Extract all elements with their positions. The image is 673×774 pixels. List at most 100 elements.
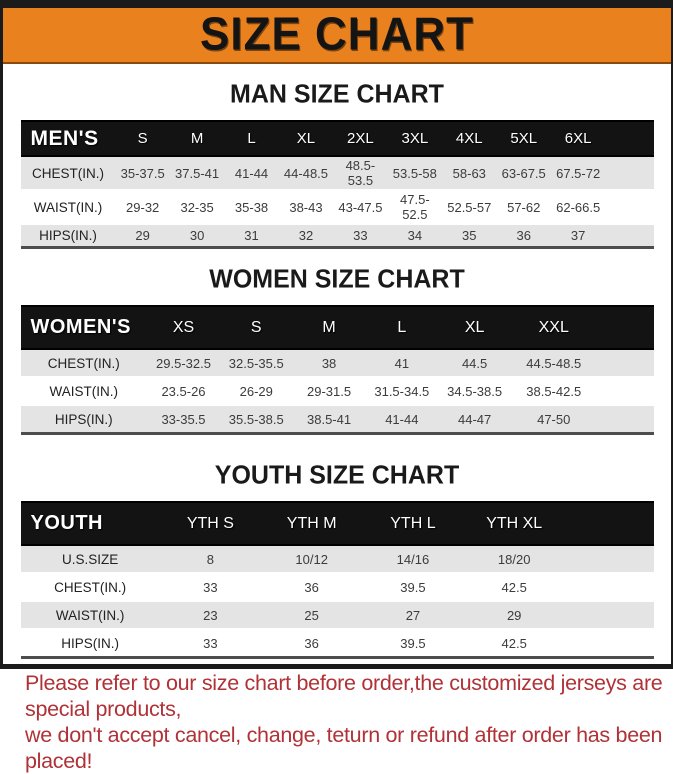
- table-row: WAIST(IN.) 23.5-26 26-29 29-31.5 31.5-34.5 34…: [20, 376, 654, 405]
- filler-cell: [564, 572, 654, 601]
- measurement-cell: 31.5-34.5: [365, 376, 439, 405]
- table-row: CHEST(IN.) 35-37.5 37.5-41 41-44 44-48.5 48.5…: [20, 155, 654, 190]
- measurement-cell: 23.5-26: [147, 376, 220, 405]
- measurement-cell: 29: [115, 223, 170, 249]
- measurement-cell: 8: [159, 544, 262, 573]
- measurement-cell: 38: [292, 348, 366, 377]
- size-column-header: YTH S: [159, 501, 262, 546]
- measurement-cell: 35-38: [224, 189, 279, 224]
- measurement-cell: 57-62: [496, 189, 551, 224]
- header-row: WOMEN'S XS S M L XL XXL: [20, 305, 654, 350]
- row-label: CHEST(IN.): [20, 155, 116, 190]
- women-table-body: CHEST(IN.) 29.5-32.5 32.5-35.5 38 41 44.5 44.5…: [20, 348, 654, 435]
- filler-cell: [596, 348, 654, 377]
- filler-cell: [605, 155, 654, 190]
- measurement-cell: 44.5: [438, 348, 511, 377]
- row-label: U.S.SIZE: [20, 544, 160, 573]
- measurement-cell: 25: [261, 600, 363, 629]
- size-column-header: 6XL: [550, 120, 606, 157]
- measurement-cell: 62-66.5: [550, 189, 606, 224]
- header-row: MEN'S S M L XL 2XL 3XL 4XL 5XL 6XL: [20, 120, 654, 157]
- header-row: YOUTH YTH S YTH M YTH L YTH XL: [20, 501, 654, 546]
- measurement-cell: 47.5-52.5: [387, 189, 443, 224]
- measurement-cell: 36: [261, 628, 363, 659]
- table-row: U.S.SIZE 8 10/12 14/16 18/20: [20, 544, 654, 573]
- measurement-cell: 23: [159, 600, 262, 629]
- measurement-cell: 37.5-41: [169, 155, 225, 190]
- row-label: WAIST(IN.): [20, 376, 148, 405]
- row-label: WAIST(IN.): [20, 189, 116, 224]
- measurement-cell: 42.5: [463, 628, 565, 659]
- measurement-cell: 34.5-38.5: [438, 376, 511, 405]
- size-column-header: 3XL: [387, 120, 443, 157]
- table-row: WAIST(IN.) 29-32 32-35 35-38 38-43 43-47.5 47.…: [20, 189, 654, 224]
- measurement-cell: 29: [463, 600, 565, 629]
- page-title: SIZE CHART: [200, 8, 474, 61]
- size-chart-banner: SIZE CHART: [3, 8, 671, 64]
- size-column-header: YTH XL: [463, 501, 565, 546]
- table-row: HIPS(IN.) 33 36 39.5 42.5: [20, 628, 654, 659]
- disclaimer-line-1: Please refer to our size chart before or…: [25, 671, 663, 721]
- size-column-header: S: [219, 305, 293, 350]
- measurement-cell: 26-29: [219, 376, 293, 405]
- measurement-cell: 38.5-41: [292, 404, 366, 435]
- table-title-cell: YOUTH: [20, 501, 160, 546]
- women-size-table: WOMEN'S XS S M L XL XXL CHEST(IN.) 29.5-32.5 32.…: [20, 305, 654, 435]
- row-label: HIPS(IN.): [20, 404, 148, 435]
- measurement-cell: 42.5: [463, 572, 565, 601]
- youth-size-table: YOUTH YTH S YTH M YTH L YTH XL U.S.SIZE 8 10/1…: [20, 501, 654, 659]
- measurement-cell: 14/16: [362, 544, 464, 573]
- filler-cell: [564, 501, 654, 546]
- youth-table-header: YOUTH YTH S YTH M YTH L YTH XL: [20, 501, 654, 546]
- filler-cell: [564, 600, 654, 629]
- size-column-header: M: [292, 305, 366, 350]
- measurement-cell: 33: [159, 572, 262, 601]
- size-column-header: XL: [438, 305, 511, 350]
- measurement-cell: 44-47: [438, 404, 511, 435]
- measurement-cell: 34: [387, 223, 443, 249]
- measurement-cell: 36: [496, 223, 551, 249]
- filler-cell: [605, 120, 654, 157]
- youth-section-title: YOUTH SIZE CHART: [214, 460, 460, 490]
- men-table-body: CHEST(IN.) 35-37.5 37.5-41 41-44 44-48.5 48.5…: [20, 155, 654, 249]
- measurement-cell: 53.5-58: [387, 155, 443, 190]
- row-label: CHEST(IN.): [20, 348, 148, 377]
- men-table-header: MEN'S S M L XL 2XL 3XL 4XL 5XL 6XL: [20, 120, 654, 157]
- measurement-cell: 33-35.5: [147, 404, 220, 435]
- measurement-cell: 37: [550, 223, 606, 249]
- measurement-cell: 31: [224, 223, 279, 249]
- size-column-header: L: [224, 120, 279, 157]
- measurement-cell: 18/20: [463, 544, 565, 573]
- disclaimer-line-2: we don't accept cancel, change, teturn o…: [25, 723, 663, 773]
- measurement-cell: 32: [278, 223, 334, 249]
- size-column-header: M: [169, 120, 225, 157]
- measurement-cell: 33: [159, 628, 262, 659]
- filler-cell: [596, 376, 654, 405]
- measurement-cell: 44-48.5: [278, 155, 334, 190]
- measurement-cell: 10/12: [261, 544, 363, 573]
- measurement-cell: 32-35: [169, 189, 225, 224]
- row-label: HIPS(IN.): [20, 223, 116, 249]
- size-column-header: XS: [147, 305, 220, 350]
- men-size-table: MEN'S S M L XL 2XL 3XL 4XL 5XL 6XL CHEST(IN.) 35-3…: [20, 120, 654, 249]
- measurement-cell: 29-31.5: [292, 376, 366, 405]
- size-column-header: XXL: [511, 305, 597, 350]
- measurement-cell: 33: [333, 223, 388, 249]
- measurement-cell: 52.5-57: [442, 189, 497, 224]
- measurement-cell: 35-37.5: [115, 155, 170, 190]
- measurement-cell: 47-50: [511, 404, 597, 435]
- row-label: CHEST(IN.): [20, 572, 160, 601]
- women-section-title: WOMEN SIZE CHART: [209, 264, 465, 294]
- measurement-cell: 29-32: [115, 189, 170, 224]
- measurement-cell: 39.5: [362, 572, 464, 601]
- table-row: WAIST(IN.) 23 25 27 29: [20, 600, 654, 629]
- filler-cell: [564, 544, 654, 573]
- measurement-cell: 38.5-42.5: [511, 376, 597, 405]
- measurement-cell: 41-44: [224, 155, 279, 190]
- measurement-cell: 38-43: [278, 189, 334, 224]
- table-row: CHEST(IN.) 29.5-32.5 32.5-35.5 38 41 44.5 44.5…: [20, 348, 654, 377]
- measurement-cell: 32.5-35.5: [219, 348, 293, 377]
- row-label: WAIST(IN.): [20, 600, 160, 629]
- size-column-header: YTH M: [261, 501, 363, 546]
- table-row: HIPS(IN.) 29 30 31 32 33 34 35 36 37: [20, 223, 654, 249]
